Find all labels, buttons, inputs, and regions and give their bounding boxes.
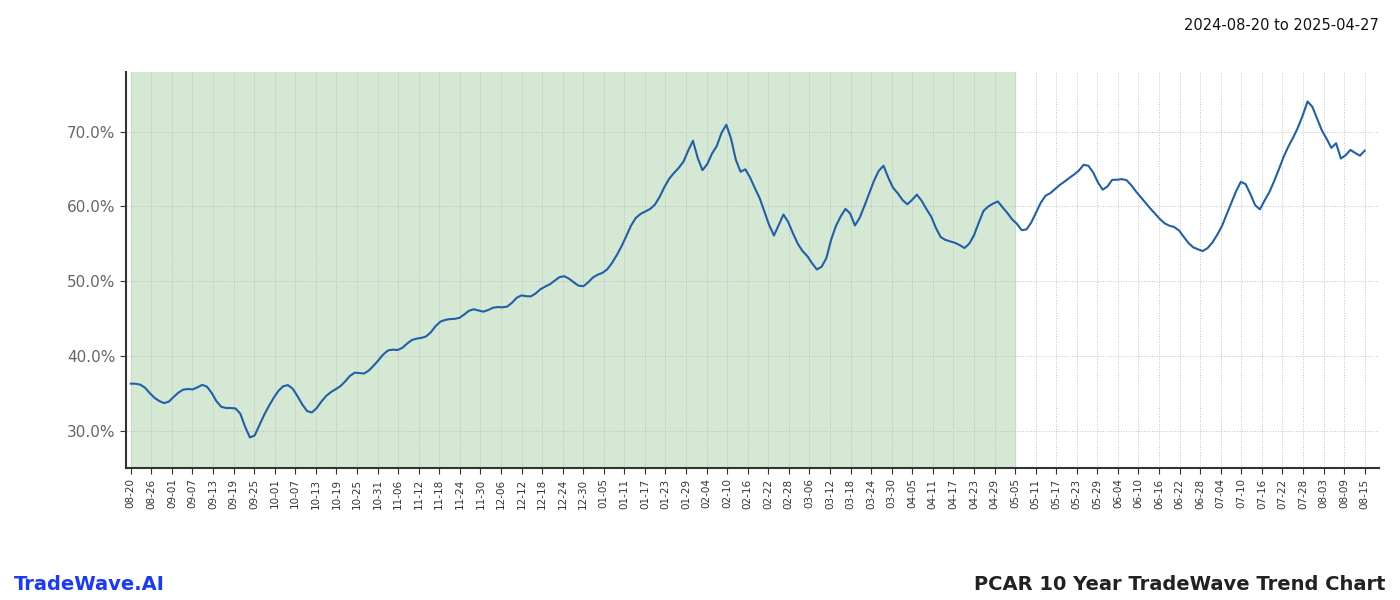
Text: PCAR 10 Year TradeWave Trend Chart: PCAR 10 Year TradeWave Trend Chart [974,575,1386,594]
Text: 2024-08-20 to 2025-04-27: 2024-08-20 to 2025-04-27 [1184,18,1379,33]
Text: TradeWave.AI: TradeWave.AI [14,575,165,594]
Bar [130,72,1015,468]
